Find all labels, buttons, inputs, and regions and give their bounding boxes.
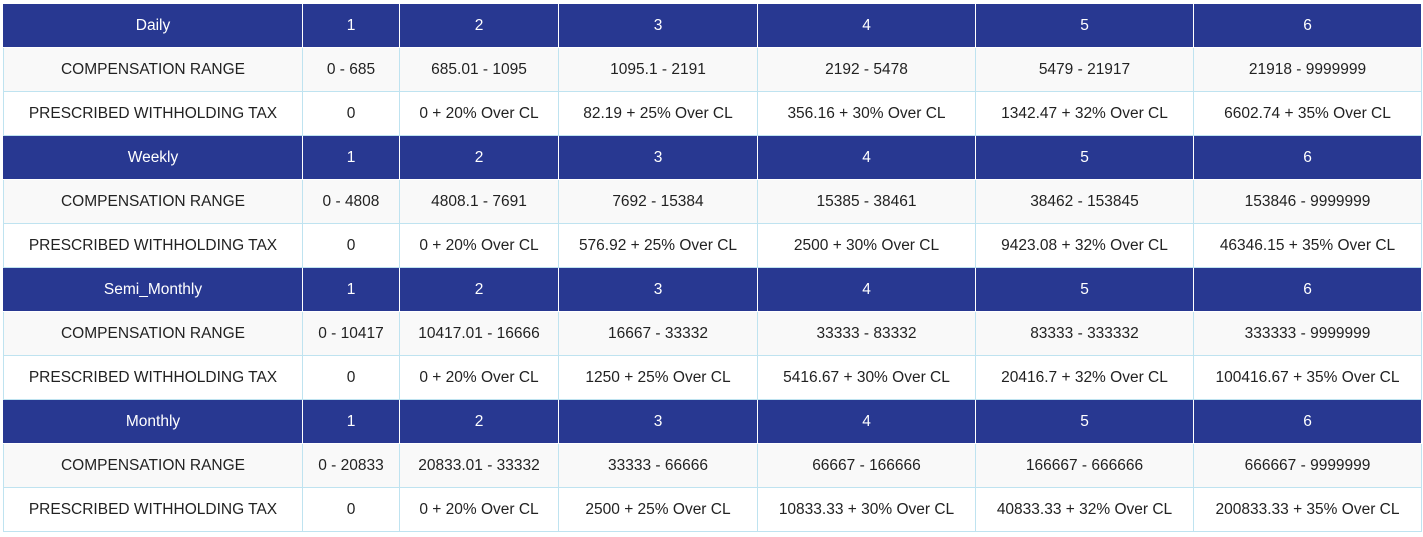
compensation-range-cell: 153846 - 9999999 [1193, 179, 1422, 224]
withholding-tax-label: PRESCRIBED WITHHOLDING TAX [3, 91, 303, 136]
bracket-number: 3 [558, 3, 758, 48]
bracket-number: 1 [302, 3, 400, 48]
compensation-range-cell: 1095.1 - 2191 [558, 47, 758, 92]
withholding-tax-cell: 200833.33 + 35% Over CL [1193, 487, 1422, 532]
bracket-number: 5 [975, 135, 1194, 180]
withholding-tax-cell: 0 + 20% Over CL [399, 355, 559, 400]
compensation-range-cell: 5479 - 21917 [975, 47, 1194, 92]
compensation-range-cell: 7692 - 15384 [558, 179, 758, 224]
compensation-range-cell: 0 - 20833 [302, 443, 400, 488]
withholding-tax-cell: 0 + 20% Over CL [399, 487, 559, 532]
bracket-number: 4 [757, 399, 976, 444]
withholding-tax-row-monthly: PRESCRIBED WITHHOLDING TAX 0 0 + 20% Over … [3, 487, 1422, 532]
compensation-range-label: COMPENSATION RANGE [3, 443, 303, 488]
withholding-tax-label: PRESCRIBED WITHHOLDING TAX [3, 487, 303, 532]
compensation-range-cell: 83333 - 333332 [975, 311, 1194, 356]
bracket-number: 5 [975, 267, 1194, 312]
compensation-range-cell: 66667 - 166666 [757, 443, 976, 488]
bracket-number: 6 [1193, 267, 1422, 312]
period-label: Semi_Monthly [3, 267, 303, 312]
compensation-range-cell: 10417.01 - 16666 [399, 311, 559, 356]
bracket-number: 2 [399, 135, 559, 180]
bracket-number: 2 [399, 399, 559, 444]
withholding-tax-cell: 82.19 + 25% Over CL [558, 91, 758, 136]
withholding-tax-cell: 10833.33 + 30% Over CL [757, 487, 976, 532]
withholding-tax-row-semi-monthly: PRESCRIBED WITHHOLDING TAX 0 0 + 20% Over … [3, 355, 1422, 400]
compensation-range-label: COMPENSATION RANGE [3, 311, 303, 356]
withholding-tax-label: PRESCRIBED WITHHOLDING TAX [3, 223, 303, 268]
bracket-number: 3 [558, 267, 758, 312]
compensation-range-row-semi-monthly: COMPENSATION RANGE 0 - 10417 10417.01 - 16… [3, 311, 1422, 356]
period-label: Daily [3, 3, 303, 48]
compensation-range-label: COMPENSATION RANGE [3, 47, 303, 92]
withholding-tax-row-daily: PRESCRIBED WITHHOLDING TAX 0 0 + 20% Over … [3, 91, 1422, 136]
compensation-range-cell: 16667 - 33332 [558, 311, 758, 356]
withholding-tax-cell: 20416.7 + 32% Over CL [975, 355, 1194, 400]
period-header-row-daily: Daily 1 2 3 4 5 6 [3, 3, 1422, 48]
compensation-range-cell: 4808.1 - 7691 [399, 179, 559, 224]
period-header-row-semi-monthly: Semi_Monthly 1 2 3 4 5 6 [3, 267, 1422, 312]
bracket-number: 4 [757, 267, 976, 312]
compensation-range-row-monthly: COMPENSATION RANGE 0 - 20833 20833.01 - 33… [3, 443, 1422, 488]
compensation-range-cell: 33333 - 83332 [757, 311, 976, 356]
compensation-range-cell: 38462 - 153845 [975, 179, 1194, 224]
compensation-range-cell: 21918 - 9999999 [1193, 47, 1422, 92]
bracket-number: 5 [975, 399, 1194, 444]
compensation-range-label: COMPENSATION RANGE [3, 179, 303, 224]
withholding-tax-cell: 0 [302, 487, 400, 532]
bracket-number: 1 [302, 135, 400, 180]
compensation-range-cell: 15385 - 38461 [757, 179, 976, 224]
compensation-range-cell: 333333 - 9999999 [1193, 311, 1422, 356]
withholding-tax-cell: 6602.74 + 35% Over CL [1193, 91, 1422, 136]
bracket-number: 2 [399, 267, 559, 312]
withholding-tax-cell: 2500 + 25% Over CL [558, 487, 758, 532]
withholding-tax-cell: 0 [302, 355, 400, 400]
period-header-row-monthly: Monthly 1 2 3 4 5 6 [3, 399, 1422, 444]
withholding-tax-cell: 9423.08 + 32% Over CL [975, 223, 1194, 268]
compensation-range-cell: 20833.01 - 33332 [399, 443, 559, 488]
withholding-tax-cell: 356.16 + 30% Over CL [757, 91, 976, 136]
withholding-tax-cell: 46346.15 + 35% Over CL [1193, 223, 1422, 268]
withholding-tax-cell: 0 + 20% Over CL [399, 223, 559, 268]
bracket-number: 6 [1193, 399, 1422, 444]
withholding-tax-cell: 5416.67 + 30% Over CL [757, 355, 976, 400]
compensation-range-cell: 0 - 685 [302, 47, 400, 92]
bracket-number: 4 [757, 135, 976, 180]
bracket-number: 2 [399, 3, 559, 48]
bracket-number: 4 [757, 3, 976, 48]
withholding-tax-cell: 1342.47 + 32% Over CL [975, 91, 1194, 136]
withholding-tax-cell: 1250 + 25% Over CL [558, 355, 758, 400]
withholding-tax-cell: 0 [302, 223, 400, 268]
bracket-number: 1 [302, 267, 400, 312]
bracket-number: 5 [975, 3, 1194, 48]
bracket-number: 6 [1193, 3, 1422, 48]
withholding-tax-cell: 40833.33 + 32% Over CL [975, 487, 1194, 532]
bracket-number: 6 [1193, 135, 1422, 180]
period-label: Monthly [3, 399, 303, 444]
compensation-range-cell: 666667 - 9999999 [1193, 443, 1422, 488]
bracket-number: 3 [558, 135, 758, 180]
withholding-tax-row-weekly: PRESCRIBED WITHHOLDING TAX 0 0 + 20% Over … [3, 223, 1422, 268]
withholding-tax-cell: 576.92 + 25% Over CL [558, 223, 758, 268]
withholding-tax-cell: 0 + 20% Over CL [399, 91, 559, 136]
bracket-number: 1 [302, 399, 400, 444]
withholding-tax-table: Daily 1 2 3 4 5 6 COMPENSATION RANGE 0 - 685 685.… [3, 3, 1422, 532]
compensation-range-cell: 33333 - 66666 [558, 443, 758, 488]
compensation-range-row-weekly: COMPENSATION RANGE 0 - 4808 4808.1 - 7691 7… [3, 179, 1422, 224]
withholding-tax-cell: 100416.67 + 35% Over CL [1193, 355, 1422, 400]
withholding-tax-cell: 0 [302, 91, 400, 136]
period-label: Weekly [3, 135, 303, 180]
compensation-range-cell: 166667 - 666666 [975, 443, 1194, 488]
compensation-range-cell: 2192 - 5478 [757, 47, 976, 92]
withholding-tax-label: PRESCRIBED WITHHOLDING TAX [3, 355, 303, 400]
compensation-range-row-daily: COMPENSATION RANGE 0 - 685 685.01 - 1095 10… [3, 47, 1422, 92]
period-header-row-weekly: Weekly 1 2 3 4 5 6 [3, 135, 1422, 180]
compensation-range-cell: 685.01 - 1095 [399, 47, 559, 92]
withholding-tax-cell: 2500 + 30% Over CL [757, 223, 976, 268]
compensation-range-cell: 0 - 4808 [302, 179, 400, 224]
bracket-number: 3 [558, 399, 758, 444]
compensation-range-cell: 0 - 10417 [302, 311, 400, 356]
